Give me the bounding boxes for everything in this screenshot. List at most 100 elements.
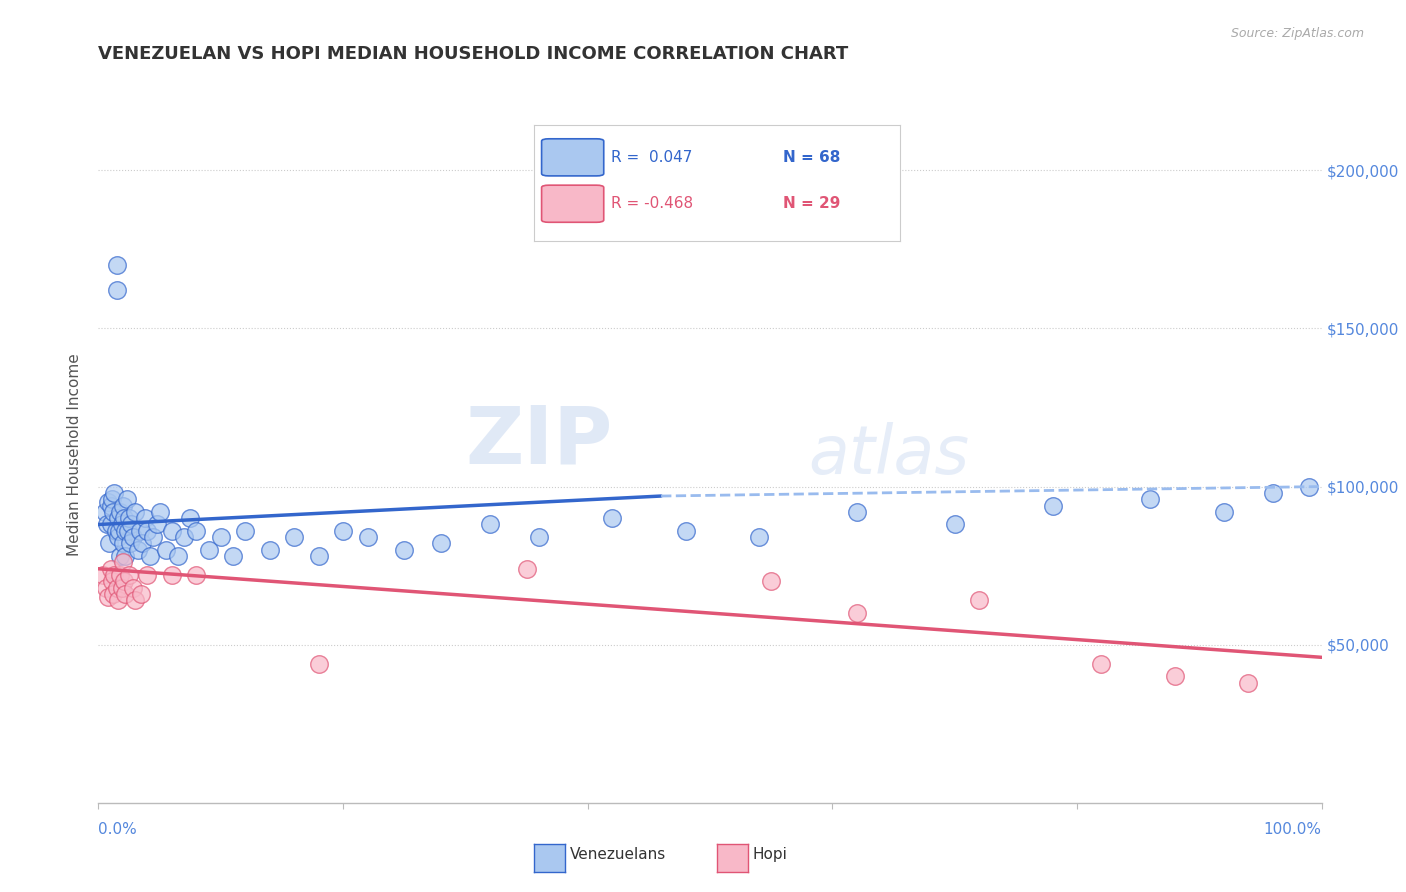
Point	[845, 505, 868, 519]
Point	[98, 536, 121, 550]
Y-axis label: Median Household Income: Median Household Income	[67, 353, 83, 557]
Point	[111, 536, 134, 550]
Point	[186, 568, 208, 582]
Text: N = 29: N = 29	[783, 196, 841, 211]
Point	[114, 549, 136, 563]
Point	[136, 568, 159, 582]
Point	[107, 530, 129, 544]
Point	[101, 587, 124, 601]
Point	[167, 549, 190, 563]
Point	[97, 591, 120, 605]
Point	[1164, 669, 1187, 683]
Text: N = 68: N = 68	[783, 150, 841, 165]
Point	[107, 511, 129, 525]
Point	[114, 524, 136, 538]
Point	[478, 517, 501, 532]
Point	[103, 486, 125, 500]
Point	[1090, 657, 1112, 671]
Point	[430, 536, 453, 550]
Point	[124, 593, 146, 607]
Point	[118, 511, 141, 525]
Point	[111, 581, 134, 595]
Point	[186, 524, 208, 538]
Point	[127, 542, 149, 557]
Point	[308, 657, 330, 671]
FancyBboxPatch shape	[541, 139, 603, 176]
Text: R =  0.047: R = 0.047	[612, 150, 692, 165]
Point	[112, 511, 135, 525]
Point	[283, 530, 305, 544]
Point	[179, 511, 201, 525]
Point	[100, 517, 122, 532]
Point	[748, 530, 770, 544]
Point	[101, 574, 124, 589]
Point	[527, 530, 550, 544]
Point	[392, 542, 416, 557]
Point	[967, 593, 990, 607]
Point	[146, 517, 169, 532]
Point	[160, 524, 183, 538]
Point	[120, 536, 142, 550]
Point	[1237, 675, 1260, 690]
Point	[155, 542, 177, 557]
Point	[121, 530, 143, 544]
Point	[675, 524, 697, 538]
Point	[100, 562, 122, 576]
Point	[136, 524, 159, 538]
Point	[356, 530, 378, 544]
Point	[111, 517, 134, 532]
Point	[129, 524, 152, 538]
Point	[233, 524, 256, 538]
Text: 0.0%: 0.0%	[98, 822, 138, 837]
Point	[131, 536, 153, 550]
Point	[105, 258, 128, 272]
Point	[111, 499, 134, 513]
Text: ZIP: ZIP	[465, 402, 612, 480]
Point	[1042, 499, 1064, 513]
Point	[110, 549, 132, 563]
Point	[105, 581, 128, 595]
Point	[222, 549, 245, 563]
Point	[114, 587, 136, 601]
Point	[197, 542, 219, 557]
Point	[107, 593, 129, 607]
Point	[96, 517, 118, 532]
Text: VENEZUELAN VS HOPI MEDIAN HOUSEHOLD INCOME CORRELATION CHART: VENEZUELAN VS HOPI MEDIAN HOUSEHOLD INCO…	[98, 45, 849, 62]
Point	[101, 492, 124, 507]
Point	[173, 530, 195, 544]
Point	[600, 511, 623, 525]
Point	[209, 530, 232, 544]
Point	[332, 524, 354, 538]
Text: atlas: atlas	[808, 422, 969, 488]
Text: Hopi: Hopi	[752, 847, 787, 862]
Point	[110, 505, 132, 519]
Point	[943, 517, 966, 532]
Point	[1139, 492, 1161, 507]
FancyBboxPatch shape	[541, 186, 603, 222]
Point	[515, 562, 537, 576]
Point	[1261, 486, 1284, 500]
Point	[118, 568, 141, 582]
Point	[108, 524, 131, 538]
Point	[100, 499, 122, 513]
Point	[134, 511, 156, 525]
Point	[142, 530, 165, 544]
Point	[105, 284, 128, 298]
Point	[308, 549, 330, 563]
Point	[139, 549, 162, 563]
Point	[103, 568, 125, 582]
Text: Venezuelans: Venezuelans	[569, 847, 665, 862]
Point	[259, 542, 281, 557]
Point	[101, 505, 124, 519]
Point	[111, 556, 134, 570]
Point	[761, 574, 783, 589]
Point	[129, 587, 152, 601]
Point	[94, 581, 117, 595]
Text: 100.0%: 100.0%	[1264, 822, 1322, 837]
Point	[149, 505, 172, 519]
Point	[97, 495, 120, 509]
Point	[124, 505, 146, 519]
Point	[1298, 479, 1320, 493]
Point	[93, 505, 115, 519]
Point	[121, 581, 143, 595]
